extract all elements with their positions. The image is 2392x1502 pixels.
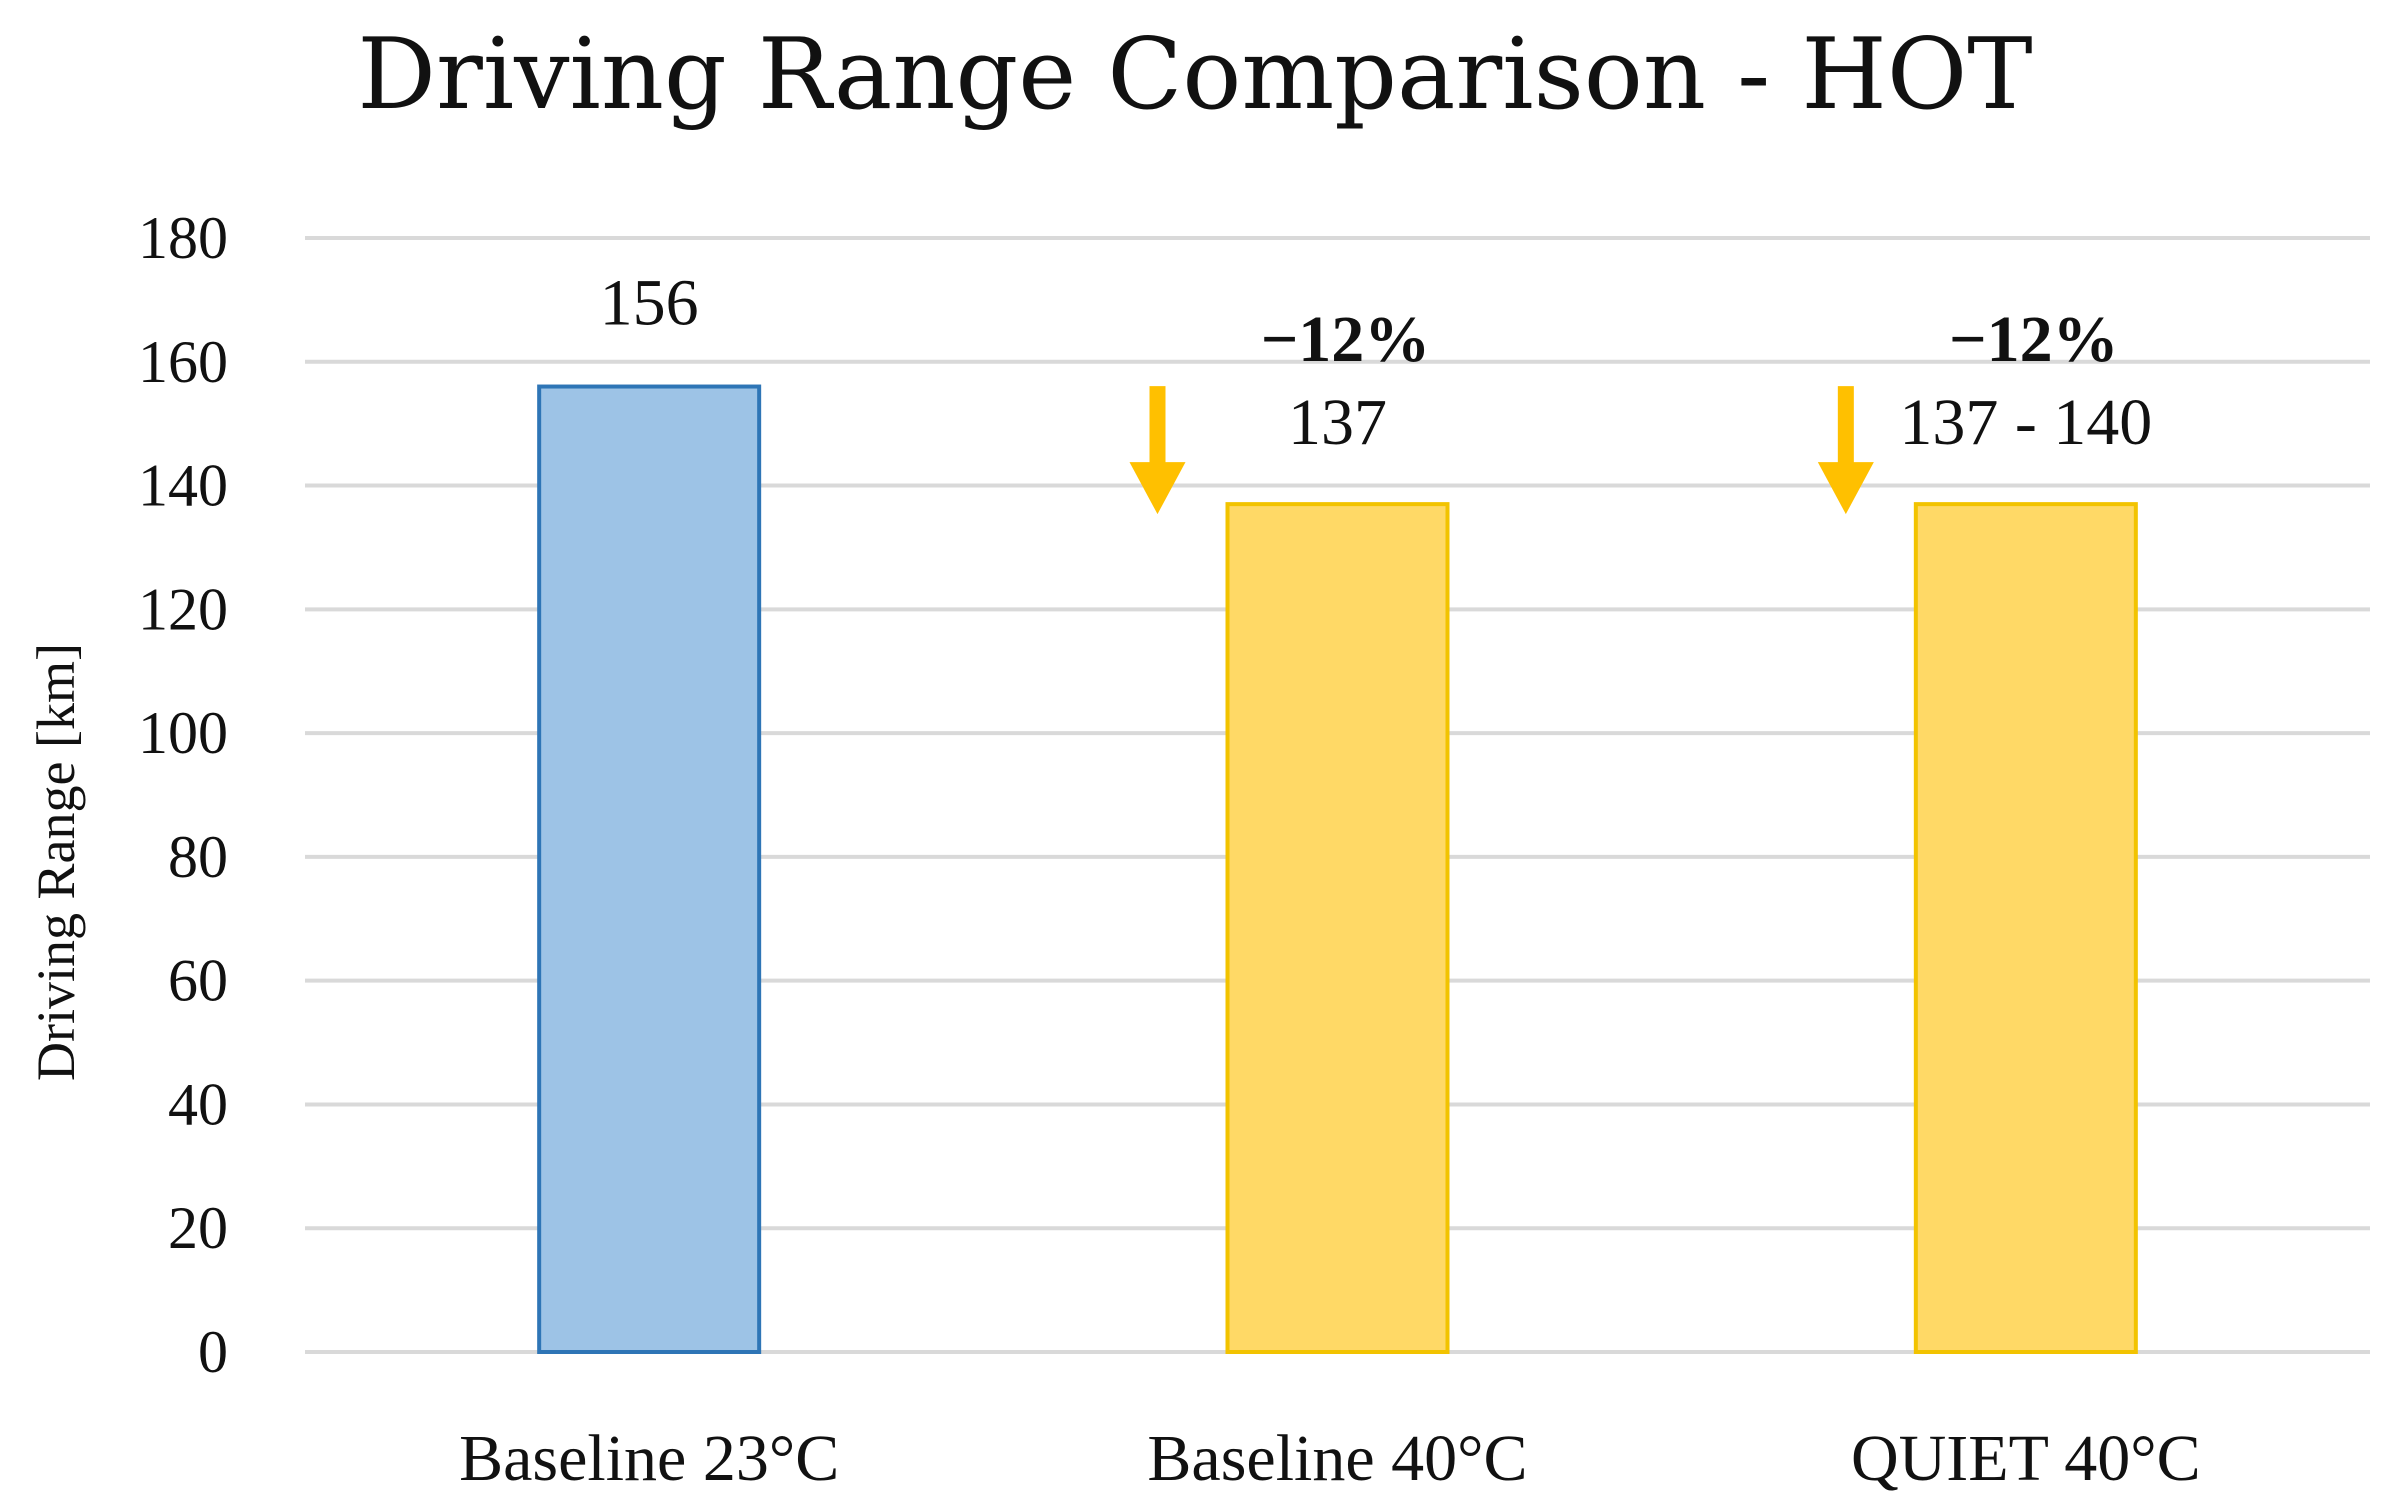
- arrow-head: [1129, 462, 1186, 515]
- y-tick-label: 20: [168, 1195, 228, 1261]
- y-tick-label: 40: [168, 1071, 228, 1137]
- y-tick-label: 0: [198, 1319, 228, 1385]
- y-tick-label: 160: [138, 329, 228, 395]
- y-axis-ticks: 0 20 40 60 80 100 120 140 160 180: [138, 205, 228, 1385]
- x-category-label: Baseline 40°C: [1147, 1422, 1527, 1495]
- y-tick-label: 100: [138, 700, 228, 766]
- y-tick-label: 60: [168, 948, 228, 1014]
- data-label: 156: [600, 267, 699, 340]
- data-label: 137: [1288, 386, 1387, 459]
- data-labels: 156 137 −12% 137 - 140 −12%: [600, 267, 2152, 515]
- x-category-label: QUIET 40°C: [1851, 1422, 2201, 1495]
- y-tick-label: 120: [138, 576, 228, 642]
- y-tick-label: 140: [138, 453, 228, 519]
- down-arrow-icon: [1817, 386, 1874, 515]
- arrow-shaft: [1837, 386, 1854, 467]
- bar: [537, 384, 762, 1354]
- x-axis-categories: Baseline 23°C Baseline 40°C QUIET 40°C: [459, 1422, 2201, 1495]
- chart-title: Driving Range Comparison - HOT: [357, 18, 2032, 132]
- data-label: 137 - 140: [1899, 386, 2152, 459]
- y-axis-label: Driving Range [km]: [26, 643, 86, 1081]
- bar: [1225, 502, 1450, 1355]
- arrow-shaft: [1149, 386, 1166, 467]
- bars: [537, 384, 2138, 1355]
- down-arrow-icon: [1129, 386, 1186, 515]
- x-category-label: Baseline 23°C: [459, 1422, 839, 1495]
- y-tick-label: 80: [168, 824, 228, 890]
- arrow-head: [1817, 462, 1874, 515]
- percent-change-label: −12%: [1261, 303, 1431, 376]
- bar: [1913, 502, 2138, 1355]
- percent-change-label: −12%: [1949, 303, 2119, 376]
- y-tick-label: 180: [138, 205, 228, 271]
